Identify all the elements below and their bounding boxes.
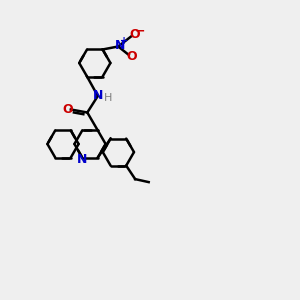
Text: N: N bbox=[115, 39, 125, 52]
Text: O: O bbox=[129, 28, 140, 41]
Text: O: O bbox=[62, 103, 73, 116]
Text: N: N bbox=[76, 153, 87, 167]
Text: −: − bbox=[135, 24, 146, 37]
Text: H: H bbox=[104, 93, 112, 103]
Text: N: N bbox=[93, 88, 103, 102]
Text: O: O bbox=[126, 50, 137, 63]
Text: +: + bbox=[120, 36, 128, 46]
